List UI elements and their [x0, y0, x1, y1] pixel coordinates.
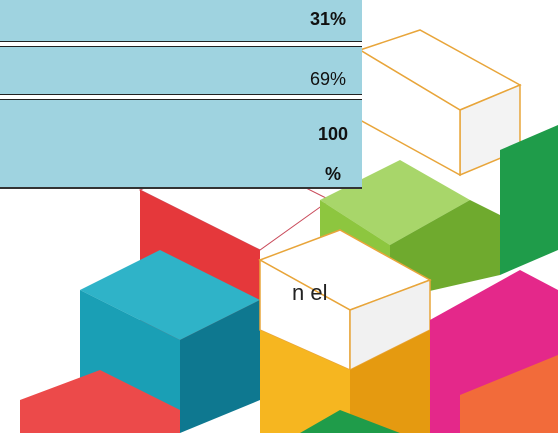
body-text: n el [292, 280, 327, 306]
table: 31% 69% 100 % [0, 0, 362, 189]
page: 31% 69% 100 % n el (() => { const data =… [0, 0, 558, 433]
table-row: 100 % [0, 100, 362, 189]
table-cell: 69% [310, 69, 346, 90]
green-block [500, 125, 558, 275]
table-row: 31% [0, 0, 362, 41]
table-row: 69% [0, 47, 362, 94]
table-cell: 100 % [310, 114, 356, 194]
table-cell: 31% [310, 9, 346, 30]
